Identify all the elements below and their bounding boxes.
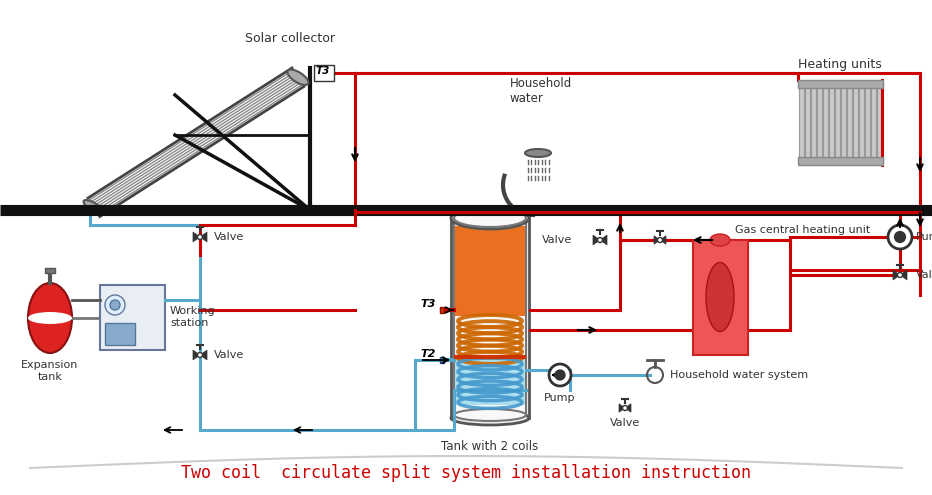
Bar [846,80,852,165]
Text: Valve: Valve [214,232,244,242]
Polygon shape [200,232,207,242]
Bar [870,80,875,165]
Text: Valve: Valve [916,270,932,280]
Polygon shape [900,270,907,280]
Polygon shape [625,404,631,412]
Bar [100,285,165,350]
Bar [45,268,55,273]
Polygon shape [660,236,666,244]
Polygon shape [600,235,607,245]
Text: T3: T3 [420,299,436,309]
Bar [829,80,833,165]
Text: Pump: Pump [916,232,932,242]
Circle shape [105,295,125,315]
Polygon shape [593,235,600,245]
Ellipse shape [451,207,529,229]
Text: Valve: Valve [541,235,572,245]
Circle shape [623,405,627,410]
Ellipse shape [451,411,529,425]
Text: Gas central heating unit: Gas central heating unit [735,225,870,235]
Bar [455,226,525,316]
Text: Valve: Valve [214,350,244,360]
Text: Valve: Valve [610,418,640,428]
Bar [865,80,870,165]
Bar [440,357,444,363]
Circle shape [657,238,663,243]
Bar [834,80,840,165]
Ellipse shape [706,262,734,332]
Ellipse shape [28,312,72,324]
Bar [455,359,525,405]
Bar [816,80,821,165]
Text: Solar collector: Solar collector [245,32,335,45]
Text: Heating units: Heating units [798,58,882,71]
Ellipse shape [84,200,104,214]
Bar [858,80,864,165]
Circle shape [888,225,912,249]
Circle shape [110,300,120,310]
Ellipse shape [454,209,526,227]
Bar [804,80,810,165]
Polygon shape [893,270,900,280]
Circle shape [555,370,565,380]
Polygon shape [200,350,207,360]
Circle shape [898,273,902,278]
Polygon shape [193,350,200,360]
Ellipse shape [525,149,551,157]
Text: T3: T3 [316,66,330,76]
Polygon shape [654,236,660,244]
Ellipse shape [28,283,72,353]
Bar [440,307,444,313]
Bar [841,80,845,165]
Bar [798,157,883,165]
Bar [451,218,529,418]
Ellipse shape [454,409,526,421]
Bar [853,80,857,165]
Circle shape [549,364,571,386]
Circle shape [597,238,602,243]
Polygon shape [619,404,625,412]
Bar [799,80,803,165]
Text: T2: T2 [420,349,436,359]
Text: Working
station: Working station [170,306,215,328]
Text: Pump: Pump [544,393,576,403]
Bar [314,65,334,81]
Circle shape [895,232,905,243]
Text: Household water system: Household water system [670,370,808,380]
Bar [823,80,828,165]
Circle shape [198,352,202,357]
Bar [693,240,748,355]
Bar [876,80,882,165]
Circle shape [198,235,202,240]
Bar [454,218,526,415]
Bar [105,323,135,345]
Ellipse shape [287,70,308,85]
Ellipse shape [710,234,730,246]
Text: Two coil  circulate split system installation instruction: Two coil circulate split system installa… [181,464,751,482]
Polygon shape [193,232,200,242]
Text: Tank with 2 coils: Tank with 2 coils [442,440,539,453]
Bar [798,80,883,88]
Text: Household
water: Household water [510,77,572,105]
Text: Expansion
tank: Expansion tank [21,360,78,382]
Bar [811,80,816,165]
